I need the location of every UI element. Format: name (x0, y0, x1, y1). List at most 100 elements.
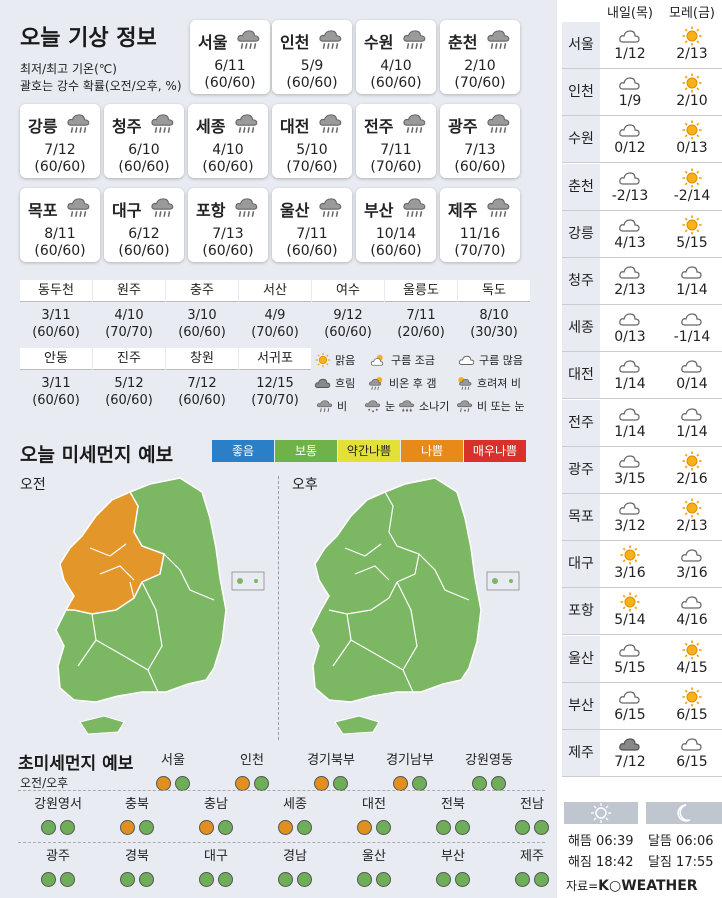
city-name: 울산 (280, 201, 310, 220)
cloud-icon (619, 266, 640, 279)
small-city: 창원 7/12 (60/60) (166, 348, 238, 409)
legend-item: 비 (316, 398, 347, 414)
day2-temp: 5/15 (676, 234, 708, 251)
day1-cell: 6/15 (600, 683, 660, 724)
day2-temp: 2/13 (676, 46, 708, 62)
small-city-temp: 7/11 (406, 308, 436, 323)
small-city: 안동 3/11 (60/60) (20, 348, 92, 409)
small-city: 여수 9/12 (60/60) (312, 280, 384, 341)
city-card: 전주 7/11 (70/60) (356, 104, 436, 178)
legend-label: 눈 (385, 400, 396, 413)
am-dot (199, 820, 214, 835)
day1-temp: 1/14 (614, 423, 646, 440)
small-city-prob: (30/30) (470, 325, 518, 340)
day2-temp: 4/15 (676, 659, 708, 676)
fine-dust-region: 전북 (441, 797, 465, 812)
forecast-row: 울산 5/15 4/15 (562, 635, 722, 683)
city-prob: (60/60) (202, 243, 254, 259)
forecast-city: 목포 (562, 494, 600, 540)
forecast-row: 세종 0/13 -1/14 (562, 305, 722, 353)
pm-dot (455, 872, 470, 887)
cloud-icon (681, 407, 702, 421)
city-name: 포항 (196, 201, 226, 220)
fine-dust-item: 세종 (247, 796, 343, 836)
forecast-city: 제주 (562, 730, 600, 776)
overcast-icon (314, 378, 331, 388)
rain-cloud-icon (235, 114, 258, 133)
day1-temp: 3/15 (614, 470, 646, 487)
map-divider (278, 476, 279, 740)
city-name: 부산 (364, 201, 394, 220)
city-prob: (70/60) (370, 159, 422, 175)
fine-dust-region: 경기북부 (307, 753, 355, 768)
forecast-row: 제주 7/12 6/15 (562, 730, 722, 777)
am-dot (41, 872, 56, 887)
day1-cell: 5/14 (600, 588, 660, 629)
small-city-temp: 8/10 (479, 308, 509, 323)
city-temp: 4/10 (212, 142, 244, 158)
am-dot (278, 872, 293, 887)
small-city-name: 원주 (93, 280, 165, 302)
legend-item: 비온 후 갬 (368, 375, 436, 391)
fine-dust-item: 전남 (484, 796, 580, 836)
row-divider (18, 842, 545, 843)
day1-temp: 0/13 (614, 329, 646, 346)
forecast-city: 수원 (562, 116, 600, 163)
rain-cloud-icon (67, 114, 90, 133)
pm-dot (297, 820, 312, 835)
city-prob: (60/60) (202, 159, 254, 175)
day1-cell: 3/15 (600, 447, 660, 488)
pm-dot (218, 872, 233, 887)
fine-dust-region: 충남 (204, 797, 228, 812)
day1-cell: -2/13 (600, 164, 660, 205)
small-city-temp: 4/10 (114, 308, 144, 323)
city-name: 세종 (196, 117, 226, 136)
sun-icon (682, 73, 702, 93)
fine-dust-region: 전남 (520, 797, 544, 812)
small-city-temp: 3/11 (41, 376, 71, 391)
rain-cloud-icon (67, 198, 90, 217)
small-city-prob: (70/70) (105, 325, 153, 340)
rain-cloud-icon (319, 114, 342, 133)
day2-cell: 0/14 (662, 352, 722, 393)
small-city-prob: (60/60) (32, 325, 80, 340)
forecast-row: 대구 3/16 3/16 (562, 541, 722, 589)
forecast-row: 서울 1/12 2/13 (562, 22, 722, 69)
legend-item: 흐려져 비 (456, 375, 521, 391)
pm-dot (534, 872, 549, 887)
day1-temp: 1/9 (618, 93, 642, 110)
fine-dust-region: 경남 (283, 849, 307, 864)
day1-cell: 0/13 (600, 305, 660, 346)
small-city-prob: (60/60) (178, 393, 226, 408)
small-city-prob: (60/60) (178, 325, 226, 340)
city-card: 세종 4/10 (60/60) (188, 104, 268, 178)
small-city-name: 울릉도 (385, 280, 457, 302)
fine-dust-region: 제주 (520, 849, 544, 864)
small-city-prob: (60/60) (324, 325, 372, 340)
city-temp: 7/13 (464, 142, 496, 158)
ulleung-box (486, 571, 520, 591)
city-card: 제주 11/16 (70/70) (440, 188, 520, 262)
forecast-row: 청주 2/13 1/14 (562, 258, 722, 305)
rain-cloud-icon (403, 114, 426, 133)
day1-temp: 7/12 (614, 754, 646, 770)
day2-cell: 2/16 (662, 447, 722, 488)
small-city-name: 서산 (239, 280, 311, 302)
fine-dust-item: 경기남부 (362, 752, 458, 792)
fine-dust-title: 초미세먼지 예보 (18, 754, 134, 774)
small-city: 울릉도 7/11 (20/60) (385, 280, 457, 341)
legend-label: 비온 후 갬 (389, 377, 437, 390)
dust-scale-2: 약간나쁨 (338, 440, 400, 462)
rain-cloud-icon (235, 198, 258, 217)
fine-dust-sub: 오전/오후 (20, 776, 69, 790)
day2-cell: 4/16 (662, 588, 722, 629)
rain-cloud-icon (487, 114, 510, 133)
legend-label: 비 (337, 400, 348, 413)
fine-dust-item: 대구 (168, 848, 264, 888)
cloud-icon (458, 355, 475, 365)
fine-dust-item: 광주 (10, 848, 106, 888)
day1-cell: 5/15 (600, 636, 660, 677)
korea-land (310, 477, 482, 703)
city-prob: (60/60) (286, 243, 338, 259)
city-card: 포항 7/13 (60/60) (188, 188, 268, 262)
